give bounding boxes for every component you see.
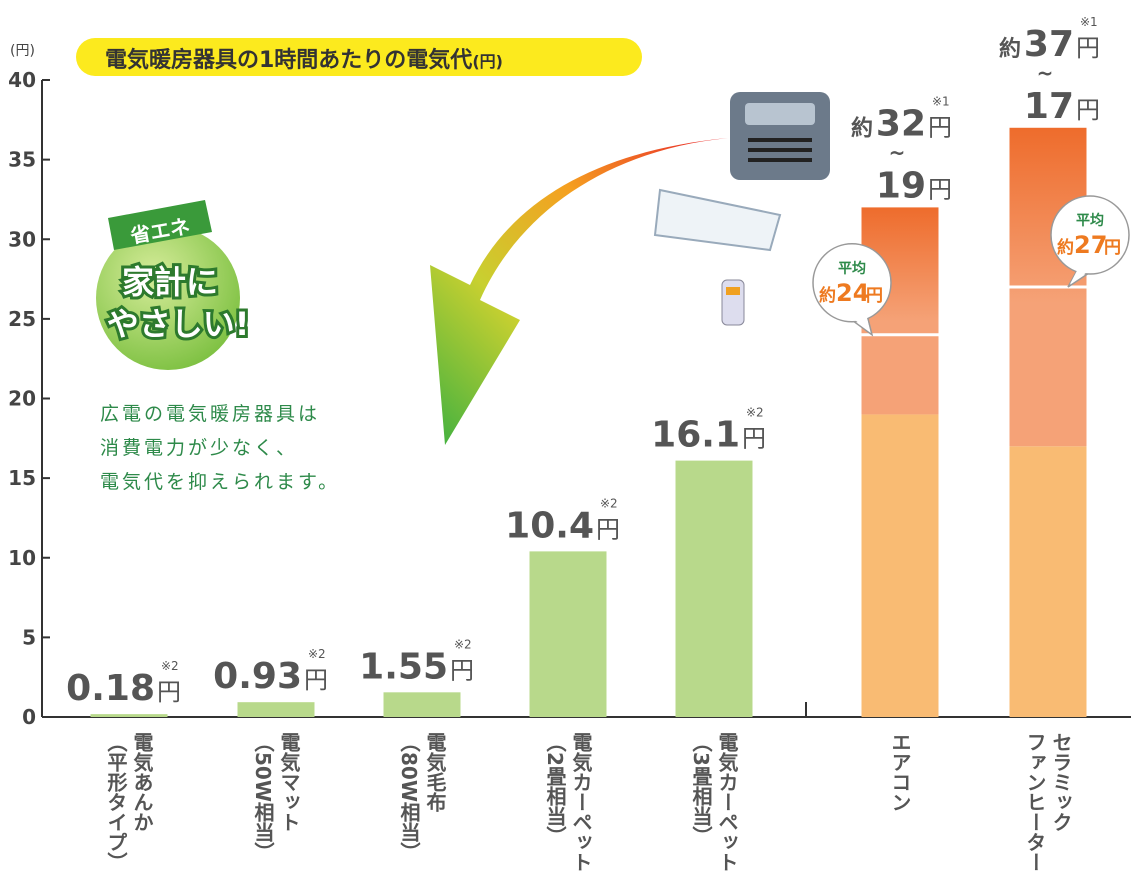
heater-illustration [730, 92, 830, 180]
x-tick-label: 電気あんか （平形タイプ） [103, 732, 155, 890]
note-label: ※2 [600, 496, 618, 510]
y-tick-label: 20 [8, 387, 36, 411]
value-label: 1.55 [359, 646, 448, 687]
x-tick-label: 電気毛布 （80W相当） [396, 732, 448, 890]
approx-label: 約 [999, 36, 1021, 62]
message: 広電の電気暖房器具は [100, 403, 320, 425]
average-approx: 約 [819, 285, 836, 306]
y-tick-label: 10 [8, 546, 36, 570]
value-label: 0.93 [213, 656, 302, 697]
bar [238, 702, 315, 717]
note-label: ※2 [454, 637, 472, 651]
x-tick-label: 電気カーペット （3畳相当） [688, 732, 740, 890]
average-title: 平均 [838, 260, 866, 277]
unit-label: 円 [928, 175, 952, 203]
range-sep: ~ [1037, 61, 1054, 85]
aircon-illustration [655, 190, 780, 325]
page: 電気暖房器具の1時間あたりの電気代(円) (円) 省エネ 家計に やさしい! 広… [0, 0, 1131, 890]
unit-label: 円 [742, 425, 766, 453]
note-label: ※2 [308, 647, 326, 661]
unit-label: 円 [157, 678, 181, 706]
unit-label: 円 [928, 113, 952, 141]
value-label: 17 [1024, 86, 1074, 127]
y-tick-label: 25 [8, 307, 36, 331]
bar [91, 714, 168, 717]
unit-label: 円 [1076, 34, 1100, 62]
average-value: 27 [1074, 231, 1107, 259]
x-tick-label: 電気マット （50W相当） [250, 732, 302, 890]
average-title: 平均 [1076, 212, 1104, 229]
average-unit: 円 [866, 286, 883, 306]
message: 電気代を抑えられます。 [100, 471, 340, 493]
note-label: ※1 [1080, 15, 1098, 29]
value-label: 10.4 [505, 505, 594, 546]
value-label: 37 [1024, 24, 1074, 65]
value-label: 16.1 [651, 415, 740, 456]
x-tick-label: 電気カーペット （2畳相当） [542, 732, 594, 890]
x-tick-label: エアコン [887, 732, 913, 890]
y-tick-label: 35 [8, 148, 36, 172]
unit-label: 円 [596, 515, 620, 543]
range-base [1010, 446, 1087, 717]
badge-text: やさしい! [107, 305, 250, 343]
note-label: ※2 [161, 659, 179, 673]
value-label: 0.18 [66, 668, 155, 709]
message: 消費電力が少なく、 [100, 437, 298, 459]
bar [530, 551, 607, 717]
approx-label: 約 [851, 115, 873, 141]
x-tick-label: セラミック ファンヒーター [1022, 732, 1074, 890]
chart-title: 電気暖房器具の1時間あたりの電気代(円) [105, 47, 503, 73]
average-unit: 円 [1104, 238, 1121, 258]
range-sep: ~ [889, 140, 906, 164]
y-unit: (円) [10, 43, 35, 59]
average-value: 24 [836, 279, 869, 307]
unit-label: 円 [450, 656, 474, 684]
y-tick-label: 30 [8, 227, 36, 251]
average-approx: 約 [1057, 237, 1074, 258]
y-tick-label: 40 [8, 68, 36, 92]
y-tick-label: 15 [8, 466, 36, 490]
range-base [862, 414, 939, 717]
badge-text: 家計に [122, 263, 218, 301]
unit-label: 円 [304, 666, 328, 694]
bar [384, 692, 461, 717]
arrow [430, 138, 728, 445]
value-label: 32 [876, 103, 926, 144]
bar [676, 461, 753, 717]
value-label: 19 [876, 165, 926, 206]
note-label: ※2 [746, 406, 764, 420]
y-tick-label: 0 [22, 705, 36, 729]
y-tick-label: 5 [22, 625, 36, 649]
unit-label: 円 [1076, 96, 1100, 124]
badge: 省エネ 家計に やさしい! [96, 200, 249, 370]
note-label: ※1 [932, 94, 950, 108]
